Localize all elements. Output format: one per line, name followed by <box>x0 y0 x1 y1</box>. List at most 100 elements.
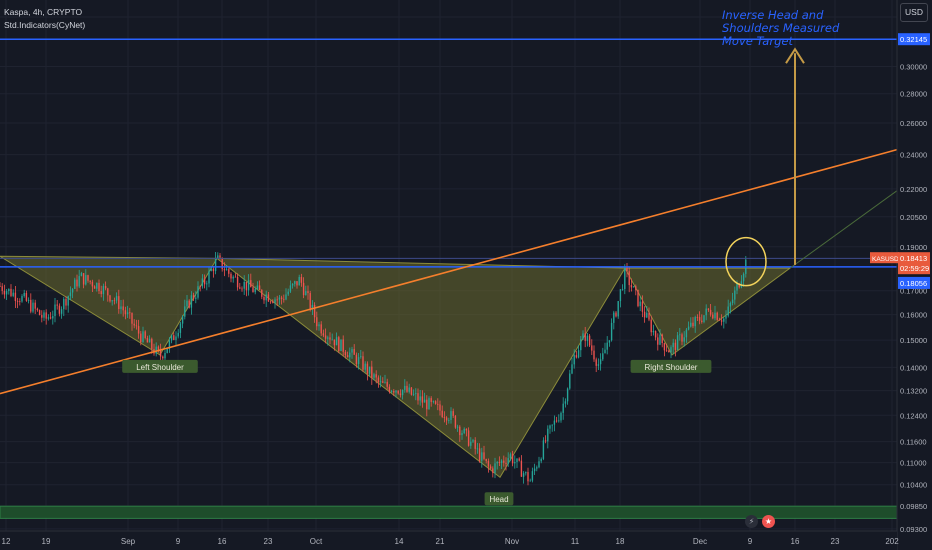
candle-body <box>646 312 648 318</box>
symbol-badge <box>870 252 899 264</box>
candle-body <box>509 454 512 459</box>
candle-body <box>126 312 129 315</box>
candle-body <box>47 317 50 319</box>
countdown: 02:59:29 <box>900 264 929 273</box>
candle-body <box>619 289 622 302</box>
candle-body <box>142 331 144 343</box>
candle-body <box>175 336 177 340</box>
candle-body <box>362 356 364 370</box>
candle-body <box>87 275 89 281</box>
candle-body <box>626 266 628 272</box>
candle-body <box>206 283 208 285</box>
candle-body <box>540 458 542 462</box>
candle-body <box>547 428 549 442</box>
price-tick: 0.16000 <box>900 311 927 320</box>
candle-body <box>14 292 17 301</box>
time-axis: 12 19 Sep 9 16 23 Oct 14 21 Nov 11 18 Dec 9 16 23 202 <box>0 530 899 550</box>
candle-body <box>498 462 501 464</box>
candle-body <box>637 289 639 307</box>
candle-body <box>650 319 652 333</box>
level-badge <box>898 276 930 289</box>
candle-body <box>439 404 441 411</box>
candle-body <box>247 280 250 291</box>
level-price: 0.18056 <box>900 279 927 288</box>
candle-body <box>423 399 426 403</box>
candle-body <box>232 276 234 279</box>
candle-body <box>566 388 569 402</box>
candle-body <box>373 374 375 378</box>
candle-body <box>52 316 54 319</box>
candle-body <box>360 356 362 358</box>
candle-body <box>731 299 734 304</box>
candle-body <box>177 332 179 337</box>
candle-body <box>333 339 336 346</box>
candle-body <box>276 299 278 301</box>
candle-body <box>456 426 459 428</box>
price-tick: 0.17000 <box>900 287 927 296</box>
candle-body <box>309 293 311 309</box>
candle-body <box>632 286 635 288</box>
candle-body <box>269 301 272 303</box>
candle-body <box>49 317 52 319</box>
candle-body <box>217 255 219 259</box>
candle-body <box>140 333 142 343</box>
candle-body <box>60 309 63 314</box>
candle-body <box>201 278 204 287</box>
candle-body <box>692 322 694 327</box>
candle-body <box>313 304 316 318</box>
lightning-icon[interactable]: ⚡ <box>745 515 758 528</box>
candle-body <box>181 316 184 324</box>
time-tick: Oct <box>310 537 323 546</box>
candle-body <box>599 359 602 365</box>
candle-body <box>265 294 267 301</box>
candle-body <box>311 304 314 309</box>
currency-button[interactable]: USD <box>900 3 928 22</box>
candle-body <box>355 354 358 364</box>
symbol-label: KASUSD <box>872 256 899 263</box>
candle-body <box>729 303 732 307</box>
candle-body <box>302 282 305 296</box>
candle-body <box>489 466 492 469</box>
candle-body <box>212 268 215 272</box>
candle-body <box>591 345 593 351</box>
candle-body <box>45 312 47 319</box>
candle-body <box>58 305 61 314</box>
current-price-badge <box>898 252 930 275</box>
candlesticks <box>0 252 747 486</box>
candle-body <box>272 301 274 303</box>
time-tick: 11 <box>571 537 580 546</box>
candle-body <box>104 286 107 289</box>
candle-body <box>542 440 545 459</box>
us-flag-icon[interactable]: ★ <box>762 515 775 528</box>
candle-body <box>593 350 595 360</box>
candle-body <box>494 463 496 473</box>
candle-body <box>155 346 157 354</box>
candle-body <box>529 480 531 482</box>
candle-body <box>467 430 470 446</box>
target-badge <box>898 33 930 46</box>
candle-body <box>256 285 259 289</box>
candle-body <box>577 350 580 358</box>
price-tick: 0.22000 <box>900 185 927 194</box>
candle-body <box>173 335 175 340</box>
candle-body <box>236 276 239 288</box>
candle-body <box>131 312 133 324</box>
candle-body <box>742 273 745 282</box>
target-price: 0.32145 <box>900 35 927 44</box>
candle-body <box>533 468 536 472</box>
time-tick: Dec <box>693 537 707 546</box>
price-tick: 0.09850 <box>900 502 927 511</box>
candle-body <box>203 278 206 285</box>
candle-body <box>274 299 276 303</box>
symbol-title[interactable]: Kaspa, 4h, CRYPTO <box>4 7 83 17</box>
candle-body <box>588 335 591 346</box>
candle-body <box>221 257 223 270</box>
candle-body <box>573 355 575 365</box>
indicator-name[interactable]: Std.Indicators(CyNet) <box>4 20 86 30</box>
price-axis: 0.340000.300000.280000.260000.240000.220… <box>896 0 932 550</box>
candle-body <box>617 301 619 317</box>
candle-body <box>0 286 1 287</box>
candle-body <box>492 468 494 473</box>
candle-body <box>687 326 690 330</box>
